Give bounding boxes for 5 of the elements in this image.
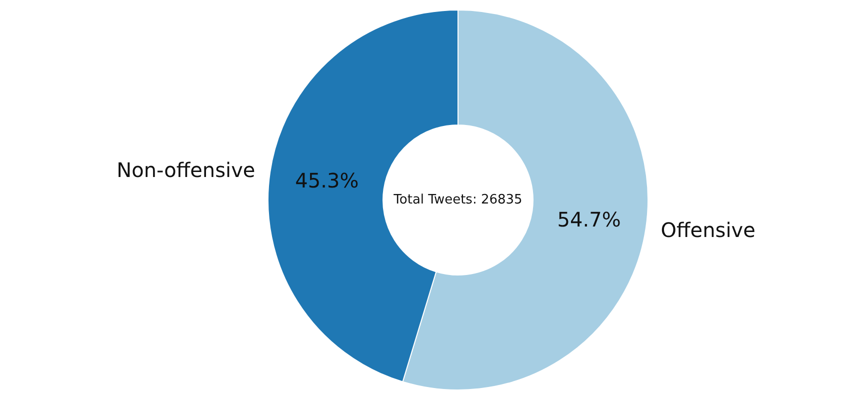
text: Total Tweets: 26835 [392, 192, 522, 208]
data-label: 45.3% [295, 168, 359, 193]
slice-label: Offensive [660, 218, 756, 242]
slice-label: Non-offensive [116, 158, 256, 182]
data-label: 54.7% [557, 207, 621, 232]
